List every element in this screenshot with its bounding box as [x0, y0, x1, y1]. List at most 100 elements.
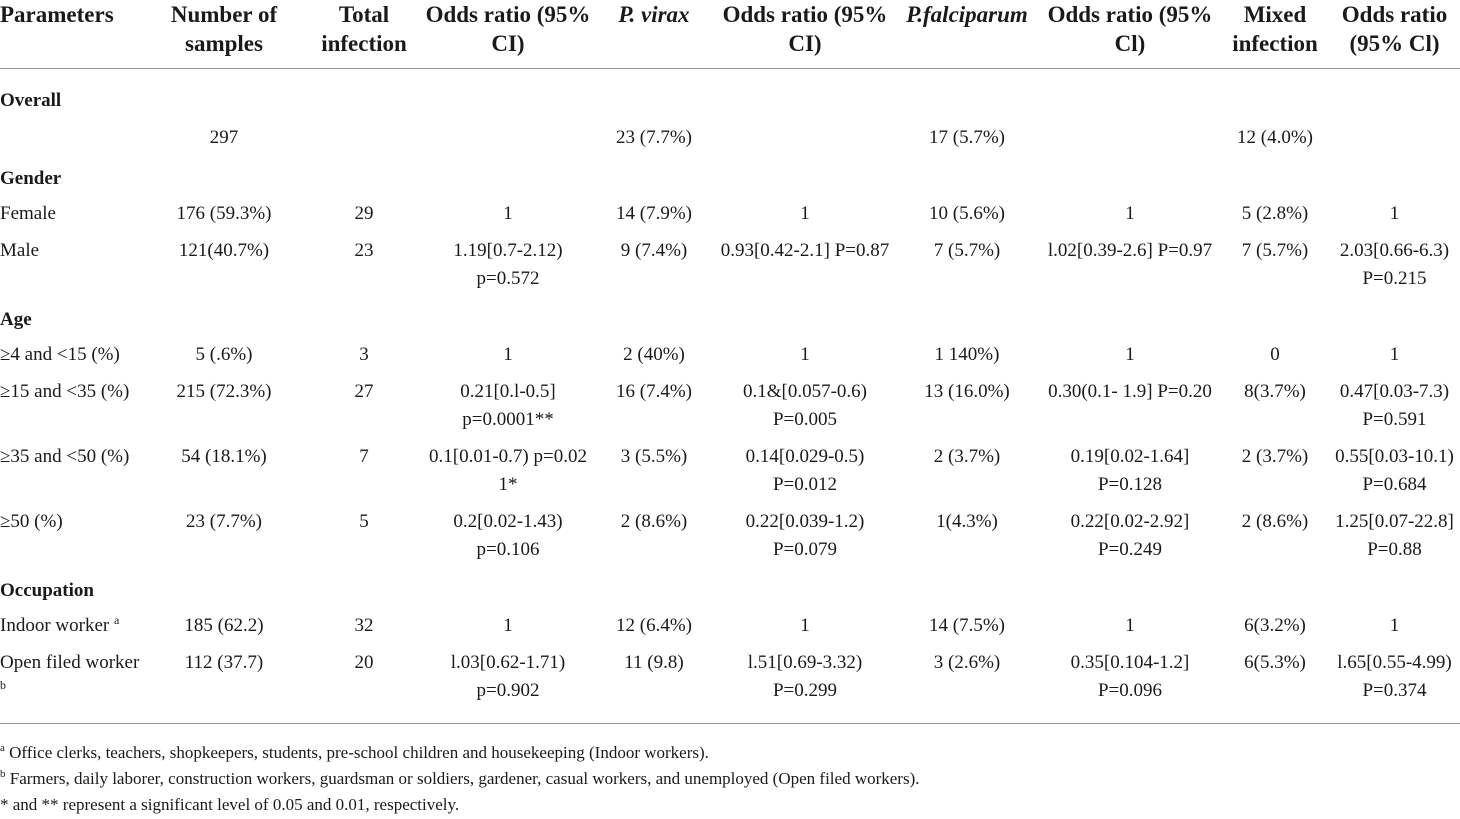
cell-text: 54 (18.1%)	[181, 445, 267, 467]
cell-p-falciparum: 14 (7.5%)	[895, 608, 1039, 645]
cell-p-virax: 23 (7.7%)	[593, 120, 715, 157]
cell-text: 0.14[0.029-0.5) P=0.012	[745, 445, 865, 495]
cell-odds-ratio-virax	[715, 120, 895, 157]
cell-text: l.65[0.55-4.99) P=0.374	[1337, 651, 1452, 701]
cell-text: 2 (8.6%)	[1241, 510, 1309, 532]
cell-odds-ratio-falciparum: 0.22[0.02-2.92] P=0.249	[1039, 504, 1221, 569]
cell-odds-ratio-virax: l.51[0.69-3.32) P=0.299	[715, 644, 895, 724]
header-total-infection: Total infection	[305, 0, 423, 69]
cell-parameter: Open filed worker b	[0, 644, 143, 724]
cell-odds-ratio-virax: 0.14[0.029-0.5) P=0.012	[715, 439, 895, 504]
section-row-overall: Overall	[0, 68, 1460, 120]
section-label-overall: Overall	[0, 89, 62, 111]
cell-p-falciparum: 17 (5.7%)	[895, 120, 1039, 157]
cell-text: 10 (5.6%)	[929, 202, 1005, 224]
cell-total-infection: 7	[305, 439, 423, 504]
cell-odds-ratio-mixed	[1329, 120, 1460, 157]
cell-text: 14 (7.9%)	[616, 202, 692, 224]
cell-text: 2 (3.7%)	[933, 445, 1001, 467]
cell-text: 23 (7.7%)	[616, 126, 692, 148]
cell-text: Indoor worker	[0, 614, 110, 636]
cell-text: 1	[800, 614, 810, 636]
table-row: Open filed worker b 112 (37.7) 20 l.03[0.62…	[0, 644, 1460, 724]
cell-p-falciparum: 7 (5.7%)	[895, 233, 1039, 298]
cell-text: 8(3.7%)	[1244, 380, 1306, 402]
cell-p-falciparum: 3 (2.6%)	[895, 644, 1039, 724]
cell-text: 5 (2.8%)	[1241, 202, 1309, 224]
cell-text: 6(3.2%)	[1244, 614, 1306, 636]
header-odds-ratio-falciparum: Odds ratio (95% Cl)	[1039, 0, 1221, 69]
cell-text: 215 (72.3%)	[176, 380, 272, 402]
cell-total-infection: 3	[305, 337, 423, 374]
table-row: Female 176 (59.3%) 29 1 14 (7.9%) 1 10 (5.6%) 1…	[0, 196, 1460, 233]
cell-odds-ratio-total	[423, 120, 593, 157]
cell-text: 7 (5.7%)	[933, 239, 1001, 261]
cell-text: 121(40.7%)	[178, 239, 270, 261]
cell-mixed-infection: 7 (5.7%)	[1221, 233, 1329, 298]
cell-text: 20	[354, 651, 374, 673]
cell-odds-ratio-mixed: 1	[1329, 337, 1460, 374]
cell-text: 1	[1389, 202, 1400, 224]
cell-text: 3	[359, 343, 369, 365]
cell-parameter: Male	[0, 233, 143, 298]
cell-text: 2.03[0.66-6.3) P=0.215	[1339, 239, 1450, 289]
table-row: ≥15 and <35 (%) 215 (72.3%) 27 0.21[0.l-0.5…	[0, 374, 1460, 439]
cell-text: 1	[503, 202, 513, 224]
cell-text: 0.35[0.104-1.2] P=0.096	[1070, 651, 1190, 701]
section-row-gender: Gender	[0, 157, 1460, 196]
cell-mixed-infection: 6(5.3%)	[1221, 644, 1329, 724]
cell-p-falciparum: 1 140%)	[895, 337, 1039, 374]
header-odds-ratio-mixed: Odds ratio (95% Cl)	[1329, 0, 1460, 69]
footnote-marker: b	[0, 677, 6, 692]
cell-number-of-samples: 215 (72.3%)	[143, 374, 305, 439]
cell-text: 1	[503, 614, 513, 636]
cell-text: 27	[354, 380, 374, 402]
footnote-mark-b: b	[0, 768, 6, 780]
cell-odds-ratio-virax: 1	[715, 337, 895, 374]
header-odds-ratio-virax: Odds ratio (95% CI)	[715, 0, 895, 69]
cell-number-of-samples: 5 (.6%)	[143, 337, 305, 374]
cell-text: 0.93[0.42-2.1] P=0.87	[720, 239, 890, 261]
section-label-age: Age	[0, 308, 32, 330]
cell-text: 5	[359, 510, 369, 532]
cell-text: 1	[1389, 614, 1400, 636]
cell-total-infection	[305, 120, 423, 157]
cell-text: l.03[0.62-1.71) p=0.902	[450, 651, 566, 701]
cell-mixed-infection: 6(3.2%)	[1221, 608, 1329, 645]
table-row: 297 23 (7.7%) 17 (5.7%) 12 (4.0%)	[0, 120, 1460, 157]
cell-p-virax: 12 (6.4%)	[593, 608, 715, 645]
cell-text: 1	[1125, 614, 1135, 636]
cell-text: 0.30(0.1- 1.9] P=0.20	[1048, 380, 1212, 402]
cell-text: 1	[1125, 343, 1135, 365]
cell-p-virax: 16 (7.4%)	[593, 374, 715, 439]
cell-text: 1.25[0.07-22.8] P=0.88	[1335, 510, 1454, 560]
cell-text: 0.47[0.03-7.3) P=0.591	[1339, 380, 1450, 430]
cell-text: 11 (9.8)	[624, 651, 684, 673]
cell-text: 0.55[0.03-10.1) P=0.684	[1335, 445, 1454, 495]
cell-parameter: ≥4 and <15 (%)	[0, 337, 143, 374]
cell-total-infection: 32	[305, 608, 423, 645]
cell-parameter: ≥15 and <35 (%)	[0, 374, 143, 439]
footnote-text-b: Farmers, daily laborer, construction wor…	[9, 769, 920, 788]
cell-text: 6(5.3%)	[1244, 651, 1306, 673]
table-row: ≥50 (%) 23 (7.7%) 5 0.2[0.02-1.43) p=0.106 2…	[0, 504, 1460, 569]
cell-text: 297	[209, 126, 239, 148]
cell-odds-ratio-virax: 0.22[0.039-1.2) P=0.079	[715, 504, 895, 569]
cell-total-infection: 23	[305, 233, 423, 298]
cell-p-falciparum: 1(4.3%)	[895, 504, 1039, 569]
cell-text: 0.2[0.02-1.43) p=0.106	[453, 510, 563, 560]
cell-text: 29	[354, 202, 374, 224]
cell-text: 0	[1270, 343, 1280, 365]
footnotes: a Office clerks, teachers, shopkeepers, …	[0, 740, 1460, 818]
cell-total-infection: 29	[305, 196, 423, 233]
cell-text: 1(4.3%)	[936, 510, 998, 532]
cell-odds-ratio-total: 1	[423, 608, 593, 645]
cell-text: ≥50 (%)	[0, 510, 63, 532]
cell-parameter: Indoor worker a	[0, 608, 143, 645]
header-p-virax: P. virax	[593, 0, 715, 69]
cell-p-falciparum: 13 (16.0%)	[895, 374, 1039, 439]
cell-mixed-infection: 0	[1221, 337, 1329, 374]
cell-text: ≥4 and <15 (%)	[0, 343, 120, 365]
cell-mixed-infection: 8(3.7%)	[1221, 374, 1329, 439]
cell-odds-ratio-total: l.03[0.62-1.71) p=0.902	[423, 644, 593, 724]
